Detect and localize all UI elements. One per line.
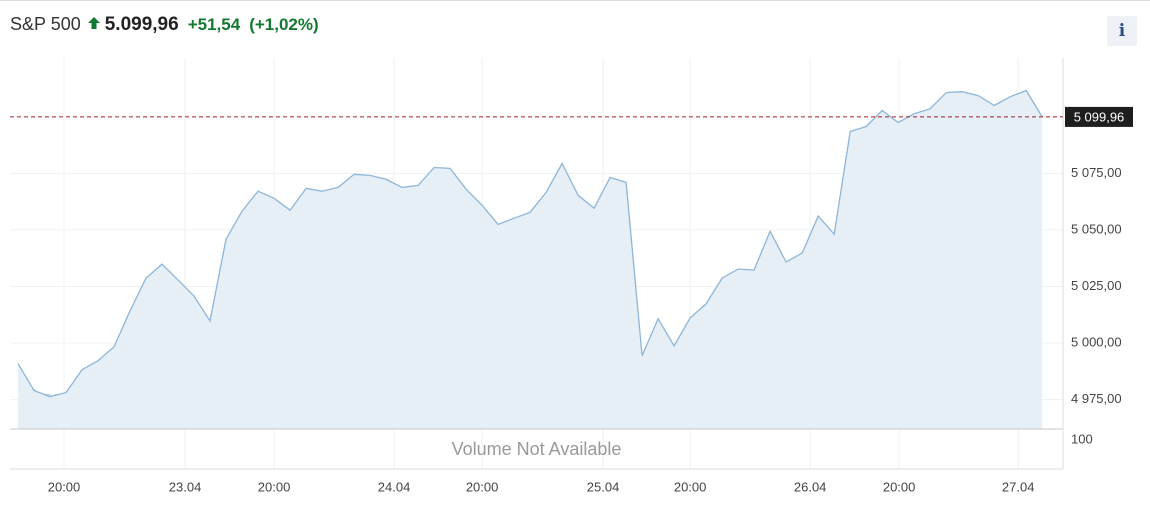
x-tick-label: 20:00 <box>258 479 291 494</box>
x-tick-label: 27.04 <box>1002 479 1035 494</box>
x-tick-label: 24.04 <box>378 479 411 494</box>
y-tick-label: 5 050,00 <box>1071 221 1122 236</box>
price: 5.099,96 <box>104 14 179 35</box>
change-pct: (+1,02%) <box>249 15 319 34</box>
volume-note: Volume Not Available <box>452 439 622 459</box>
x-tick-label: 25.04 <box>587 479 620 494</box>
x-tick-label: 20:00 <box>883 479 916 494</box>
last-price-box <box>1065 106 1133 127</box>
up-arrow <box>87 17 100 29</box>
last-price-label: 5 099,96 <box>1074 109 1125 124</box>
x-tick-label: 20:00 <box>48 479 81 494</box>
price-line <box>17 89 1043 398</box>
area-fill <box>18 90 1043 429</box>
x-tick-label: 23.04 <box>169 479 202 494</box>
volume-tick-label: 100 <box>1071 431 1093 446</box>
x-tick-label: 20:00 <box>466 479 499 494</box>
x-tick-label: 20:00 <box>674 479 707 494</box>
header: S&P 500 5.099,96 +51,54 (+1,02%) <box>10 14 319 36</box>
y-tick-label: 5 000,00 <box>1071 334 1122 349</box>
y-tick-label: 5 075,00 <box>1071 165 1122 180</box>
y-tick-label: 5 025,00 <box>1071 278 1122 293</box>
symbol: S&P 500 <box>10 14 81 34</box>
change: +51,54 <box>187 15 241 34</box>
chart: 20:00 23.04 20:00 24.04 20:00 25.04 20:00 26.04… <box>10 58 1133 494</box>
x-tick-label: 26.04 <box>794 479 827 494</box>
y-tick-label: 4 975,00 <box>1071 391 1122 406</box>
info-button[interactable]: i <box>1107 16 1137 46</box>
